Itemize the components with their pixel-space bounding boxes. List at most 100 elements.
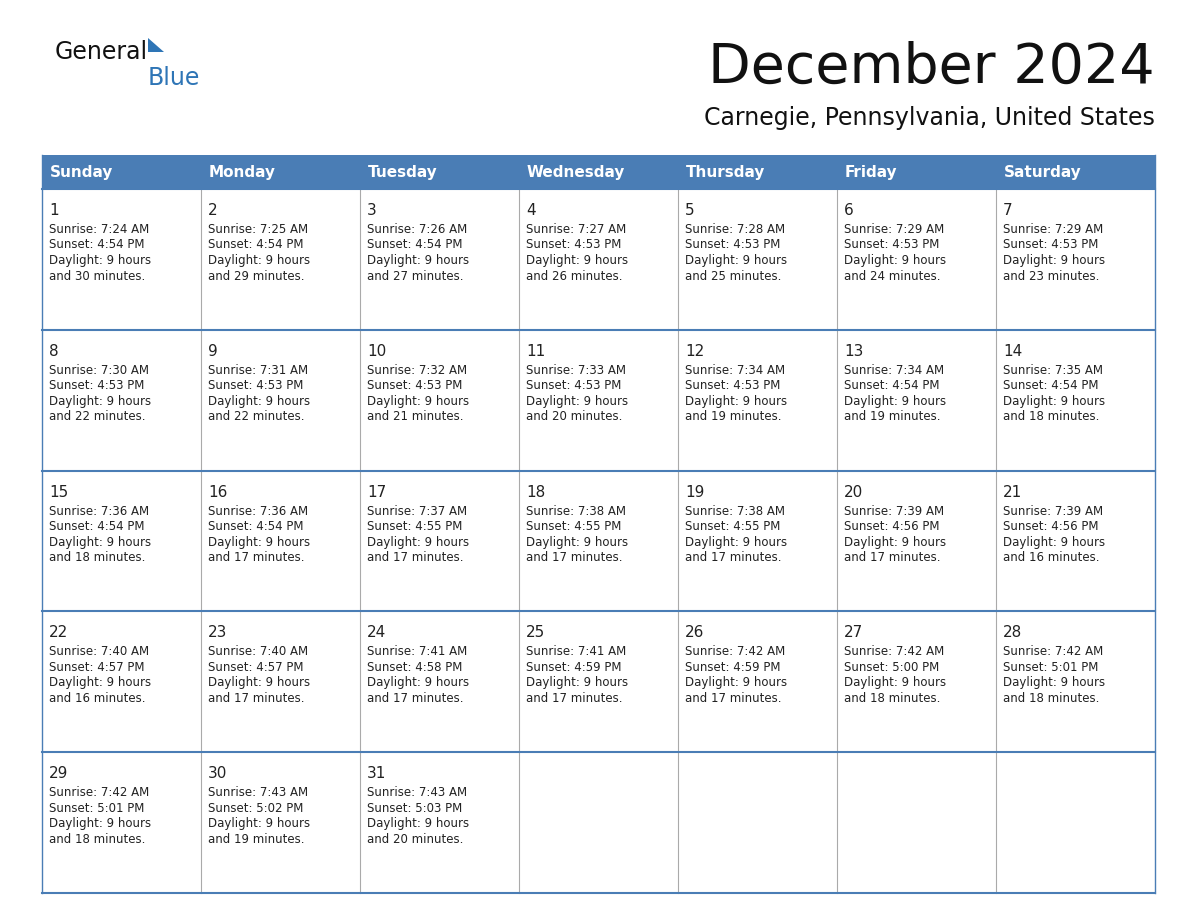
Text: Sunrise: 7:36 AM: Sunrise: 7:36 AM — [208, 505, 308, 518]
Polygon shape — [148, 38, 164, 52]
Text: and 23 minutes.: and 23 minutes. — [1003, 270, 1099, 283]
Text: Daylight: 9 hours: Daylight: 9 hours — [208, 254, 310, 267]
Text: and 17 minutes.: and 17 minutes. — [526, 551, 623, 564]
Text: Sunrise: 7:36 AM: Sunrise: 7:36 AM — [49, 505, 150, 518]
Text: and 17 minutes.: and 17 minutes. — [526, 692, 623, 705]
Text: Sunrise: 7:38 AM: Sunrise: 7:38 AM — [685, 505, 785, 518]
Text: Sunrise: 7:24 AM: Sunrise: 7:24 AM — [49, 223, 150, 236]
Text: Daylight: 9 hours: Daylight: 9 hours — [685, 395, 788, 408]
Text: Daylight: 9 hours: Daylight: 9 hours — [367, 254, 469, 267]
Text: and 19 minutes.: and 19 minutes. — [208, 833, 304, 845]
Text: Sunrise: 7:31 AM: Sunrise: 7:31 AM — [208, 364, 308, 376]
Text: 9: 9 — [208, 344, 217, 359]
Text: Sunrise: 7:43 AM: Sunrise: 7:43 AM — [367, 786, 467, 800]
Text: Sunrise: 7:39 AM: Sunrise: 7:39 AM — [843, 505, 944, 518]
Text: 11: 11 — [526, 344, 545, 359]
Text: 2: 2 — [208, 203, 217, 218]
Text: and 26 minutes.: and 26 minutes. — [526, 270, 623, 283]
Text: Daylight: 9 hours: Daylight: 9 hours — [208, 395, 310, 408]
Text: 6: 6 — [843, 203, 854, 218]
Text: Daylight: 9 hours: Daylight: 9 hours — [367, 535, 469, 549]
Text: Daylight: 9 hours: Daylight: 9 hours — [843, 677, 946, 689]
Text: Blue: Blue — [148, 66, 201, 90]
Text: Sunset: 5:03 PM: Sunset: 5:03 PM — [367, 801, 462, 814]
Text: Sunrise: 7:43 AM: Sunrise: 7:43 AM — [208, 786, 308, 800]
Text: and 18 minutes.: and 18 minutes. — [1003, 692, 1099, 705]
Text: Sunset: 5:01 PM: Sunset: 5:01 PM — [49, 801, 145, 814]
Text: 8: 8 — [49, 344, 58, 359]
Text: and 17 minutes.: and 17 minutes. — [208, 551, 304, 564]
Text: Daylight: 9 hours: Daylight: 9 hours — [1003, 677, 1105, 689]
Text: 17: 17 — [367, 485, 386, 499]
Text: 28: 28 — [1003, 625, 1022, 641]
Text: Daylight: 9 hours: Daylight: 9 hours — [685, 254, 788, 267]
Text: 29: 29 — [49, 767, 69, 781]
Text: Daylight: 9 hours: Daylight: 9 hours — [367, 677, 469, 689]
Text: Sunset: 4:54 PM: Sunset: 4:54 PM — [367, 239, 462, 252]
Text: 22: 22 — [49, 625, 68, 641]
Text: Sunset: 4:54 PM: Sunset: 4:54 PM — [843, 379, 940, 392]
Text: Daylight: 9 hours: Daylight: 9 hours — [49, 254, 151, 267]
Text: and 17 minutes.: and 17 minutes. — [685, 692, 782, 705]
Text: Daylight: 9 hours: Daylight: 9 hours — [526, 535, 628, 549]
Text: Sunrise: 7:39 AM: Sunrise: 7:39 AM — [1003, 505, 1104, 518]
Text: Daylight: 9 hours: Daylight: 9 hours — [843, 535, 946, 549]
Text: Sunset: 4:53 PM: Sunset: 4:53 PM — [685, 379, 781, 392]
Text: and 18 minutes.: and 18 minutes. — [843, 692, 941, 705]
Text: 16: 16 — [208, 485, 227, 499]
Text: 25: 25 — [526, 625, 545, 641]
Text: Daylight: 9 hours: Daylight: 9 hours — [367, 395, 469, 408]
Text: and 16 minutes.: and 16 minutes. — [1003, 551, 1100, 564]
Text: Sunrise: 7:30 AM: Sunrise: 7:30 AM — [49, 364, 148, 376]
Text: 14: 14 — [1003, 344, 1022, 359]
Text: Sunset: 4:56 PM: Sunset: 4:56 PM — [843, 521, 940, 533]
Text: Sunset: 5:00 PM: Sunset: 5:00 PM — [843, 661, 940, 674]
Text: 24: 24 — [367, 625, 386, 641]
Text: Sunset: 4:53 PM: Sunset: 4:53 PM — [843, 239, 940, 252]
Text: Sunset: 4:54 PM: Sunset: 4:54 PM — [1003, 379, 1099, 392]
Text: 26: 26 — [685, 625, 704, 641]
Bar — [42, 752, 1155, 893]
Text: Sunset: 5:01 PM: Sunset: 5:01 PM — [1003, 661, 1099, 674]
Text: Sunset: 4:53 PM: Sunset: 4:53 PM — [526, 379, 621, 392]
Text: Friday: Friday — [845, 164, 898, 180]
Text: and 24 minutes.: and 24 minutes. — [843, 270, 941, 283]
Text: Daylight: 9 hours: Daylight: 9 hours — [367, 817, 469, 830]
Text: Daylight: 9 hours: Daylight: 9 hours — [49, 535, 151, 549]
Text: Sunrise: 7:26 AM: Sunrise: 7:26 AM — [367, 223, 467, 236]
Text: 12: 12 — [685, 344, 704, 359]
Text: Daylight: 9 hours: Daylight: 9 hours — [208, 535, 310, 549]
Text: Thursday: Thursday — [685, 164, 765, 180]
Text: Daylight: 9 hours: Daylight: 9 hours — [208, 677, 310, 689]
Bar — [42, 155, 1155, 189]
Text: Sunrise: 7:38 AM: Sunrise: 7:38 AM — [526, 505, 626, 518]
Text: Sunrise: 7:42 AM: Sunrise: 7:42 AM — [1003, 645, 1104, 658]
Text: Daylight: 9 hours: Daylight: 9 hours — [526, 254, 628, 267]
Text: 1: 1 — [49, 203, 58, 218]
Text: and 18 minutes.: and 18 minutes. — [49, 551, 145, 564]
Text: and 19 minutes.: and 19 minutes. — [843, 410, 941, 423]
Text: and 29 minutes.: and 29 minutes. — [208, 270, 304, 283]
Text: Daylight: 9 hours: Daylight: 9 hours — [208, 817, 310, 830]
Text: Sunset: 4:53 PM: Sunset: 4:53 PM — [526, 239, 621, 252]
Text: Sunset: 4:53 PM: Sunset: 4:53 PM — [685, 239, 781, 252]
Text: 27: 27 — [843, 625, 864, 641]
Text: and 25 minutes.: and 25 minutes. — [685, 270, 782, 283]
Text: Wednesday: Wednesday — [527, 164, 625, 180]
Text: Sunrise: 7:40 AM: Sunrise: 7:40 AM — [49, 645, 150, 658]
Text: Sunrise: 7:42 AM: Sunrise: 7:42 AM — [843, 645, 944, 658]
Text: and 17 minutes.: and 17 minutes. — [685, 551, 782, 564]
Text: Daylight: 9 hours: Daylight: 9 hours — [1003, 535, 1105, 549]
Text: and 18 minutes.: and 18 minutes. — [1003, 410, 1099, 423]
Text: Sunset: 4:57 PM: Sunset: 4:57 PM — [49, 661, 145, 674]
Text: Sunrise: 7:41 AM: Sunrise: 7:41 AM — [367, 645, 467, 658]
Text: 19: 19 — [685, 485, 704, 499]
Text: 13: 13 — [843, 344, 864, 359]
Text: Daylight: 9 hours: Daylight: 9 hours — [49, 677, 151, 689]
Text: Sunrise: 7:29 AM: Sunrise: 7:29 AM — [843, 223, 944, 236]
Text: Sunrise: 7:34 AM: Sunrise: 7:34 AM — [843, 364, 944, 376]
Text: 15: 15 — [49, 485, 68, 499]
Text: Sunset: 4:56 PM: Sunset: 4:56 PM — [1003, 521, 1099, 533]
Text: 5: 5 — [685, 203, 695, 218]
Text: Sunset: 4:53 PM: Sunset: 4:53 PM — [208, 379, 303, 392]
